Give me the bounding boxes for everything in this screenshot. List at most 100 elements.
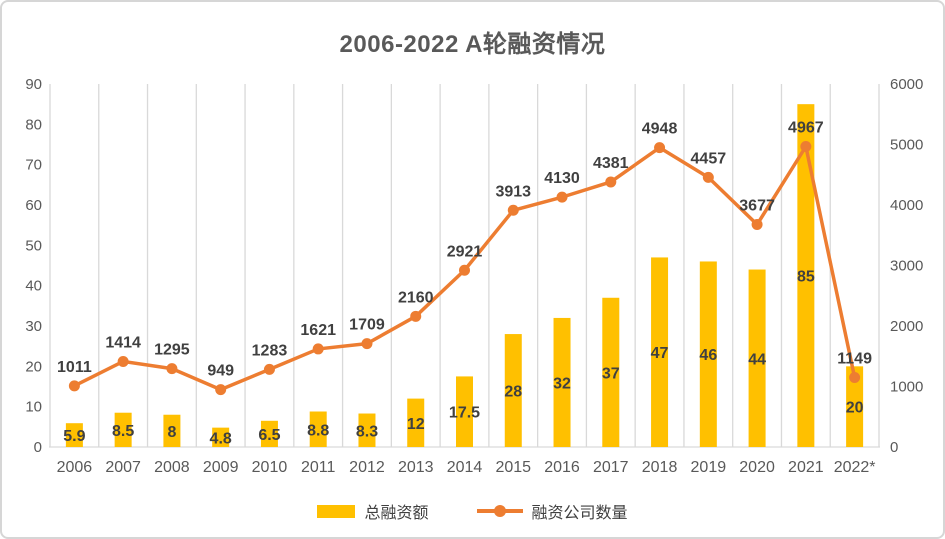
bar-label-2006: 5.9 bbox=[63, 428, 85, 445]
bar-2006 bbox=[65, 423, 83, 447]
left-axis-tick: 20 bbox=[25, 358, 42, 375]
legend-item-company-count: 融资公司数量 bbox=[476, 499, 628, 523]
line-label-2008: 1295 bbox=[154, 342, 190, 359]
line-marker-icon bbox=[493, 505, 506, 517]
legend-item-total-financing: 总融资额 bbox=[317, 499, 429, 523]
bar-2020 bbox=[748, 269, 766, 447]
x-axis-tick: 2009 bbox=[203, 459, 239, 476]
line-marker-2016 bbox=[556, 191, 568, 203]
bar-2022* bbox=[846, 366, 864, 447]
line-marker-2009 bbox=[215, 384, 227, 396]
line-label-2015: 3913 bbox=[495, 183, 531, 200]
bar-label-2016: 32 bbox=[553, 375, 571, 392]
x-axis-tick: 2011 bbox=[301, 459, 336, 476]
bar-label-2011: 8.8 bbox=[307, 422, 329, 439]
x-axis-tick: 2016 bbox=[544, 459, 580, 476]
bar-label-2013: 12 bbox=[407, 416, 425, 433]
right-axis-tick: 6000 bbox=[890, 76, 923, 93]
line-label-2018: 4948 bbox=[642, 121, 678, 138]
x-axis-tick: 2014 bbox=[447, 459, 483, 476]
x-axis-tick: 2017 bbox=[593, 459, 629, 476]
line-label-2010: 1283 bbox=[252, 342, 288, 359]
x-axis-tick: 2019 bbox=[691, 459, 727, 476]
line-marker-2011 bbox=[312, 343, 324, 355]
x-axis-tick: 2018 bbox=[642, 459, 678, 476]
line-marker-2022* bbox=[849, 371, 861, 383]
bar-2009 bbox=[212, 427, 230, 447]
x-axis-tick: 2012 bbox=[349, 459, 385, 476]
line-label-2017: 4381 bbox=[593, 155, 629, 172]
left-axis-tick: 40 bbox=[25, 278, 42, 295]
bar-2013 bbox=[407, 398, 425, 447]
bar-2015 bbox=[504, 334, 522, 447]
line-marker-2007 bbox=[117, 355, 129, 367]
x-axis-tick: 2010 bbox=[252, 459, 288, 476]
left-axis-tick: 90 bbox=[25, 76, 42, 93]
line-marker-2017 bbox=[605, 176, 617, 188]
line-marker-2008 bbox=[166, 363, 178, 375]
line-marker-2013 bbox=[410, 310, 422, 322]
bar-2010 bbox=[260, 420, 278, 447]
line-label-2006: 1011 bbox=[57, 359, 92, 376]
x-axis-tick: 2021 bbox=[788, 459, 824, 476]
left-axis-tick: 0 bbox=[34, 439, 42, 456]
line-label-2019: 4457 bbox=[691, 150, 727, 167]
right-axis-tick: 1000 bbox=[890, 379, 923, 396]
bar-label-2021: 85 bbox=[797, 269, 815, 286]
left-axis-tick: 60 bbox=[25, 197, 42, 214]
line-marker-2015 bbox=[507, 204, 519, 216]
right-axis-tick: 0 bbox=[890, 439, 898, 456]
line-label-2016: 4130 bbox=[544, 170, 580, 187]
x-axis-tick: 2007 bbox=[105, 459, 141, 476]
bar-2016 bbox=[553, 317, 571, 447]
right-axis-tick: 2000 bbox=[890, 318, 923, 335]
bar-label-2017: 37 bbox=[602, 365, 620, 382]
bar-2021 bbox=[797, 104, 815, 448]
line-series-swatch bbox=[476, 505, 523, 517]
bar-label-2008: 8 bbox=[167, 424, 176, 441]
line-label-2013: 2160 bbox=[398, 289, 434, 306]
bar-label-2022*: 20 bbox=[846, 400, 864, 417]
bar-2012 bbox=[358, 413, 376, 447]
line-label-2020: 3677 bbox=[739, 198, 775, 215]
chart-title: 2006-2022 A轮融资情况 bbox=[339, 31, 606, 58]
line-marker-2021 bbox=[800, 140, 812, 152]
x-axis-tick: 2015 bbox=[495, 459, 531, 476]
line-marker-2019 bbox=[702, 171, 714, 183]
bar-2018 bbox=[651, 257, 669, 447]
bar-label-2018: 47 bbox=[651, 345, 669, 362]
right-axis-tick: 5000 bbox=[890, 137, 923, 154]
bar-2008 bbox=[163, 414, 181, 447]
line-series-label: 融资公司数量 bbox=[531, 505, 628, 522]
bar-series-label: 总融资额 bbox=[364, 505, 429, 522]
bar-label-2019: 46 bbox=[699, 347, 717, 364]
line-marker-2006 bbox=[68, 380, 80, 392]
line-marker-2010 bbox=[263, 363, 275, 375]
left-axis-tick: 30 bbox=[25, 318, 42, 335]
bar-2011 bbox=[309, 411, 327, 447]
line-label-2022*: 1149 bbox=[837, 350, 872, 367]
line-label-2012: 1709 bbox=[349, 317, 385, 334]
bar-2007 bbox=[114, 412, 132, 447]
right-axis-tick: 3000 bbox=[890, 258, 923, 275]
line-marker-2018 bbox=[654, 142, 666, 154]
x-axis-tick: 2008 bbox=[154, 459, 190, 476]
bar-label-2015: 28 bbox=[504, 384, 522, 401]
bar-label-2020: 44 bbox=[748, 351, 766, 368]
x-axis-tick: 2013 bbox=[398, 459, 434, 476]
line-marker-2012 bbox=[361, 338, 373, 350]
bar-label-2009: 4.8 bbox=[210, 430, 232, 447]
bar-label-2012: 8.3 bbox=[356, 423, 378, 440]
bar-label-2007: 8.5 bbox=[112, 423, 134, 440]
bar-2014 bbox=[456, 376, 473, 447]
x-axis-tick: 2006 bbox=[57, 459, 93, 476]
legend: 总融资额 融资公司数量 bbox=[2, 499, 943, 523]
bar-2019 bbox=[699, 261, 717, 447]
left-axis-tick: 70 bbox=[25, 157, 42, 174]
bar-series-swatch bbox=[317, 504, 356, 518]
line-label-2011: 1621 bbox=[300, 322, 336, 339]
left-axis-tick: 10 bbox=[25, 399, 42, 416]
bar-label-2014: 17.5 bbox=[449, 405, 480, 422]
